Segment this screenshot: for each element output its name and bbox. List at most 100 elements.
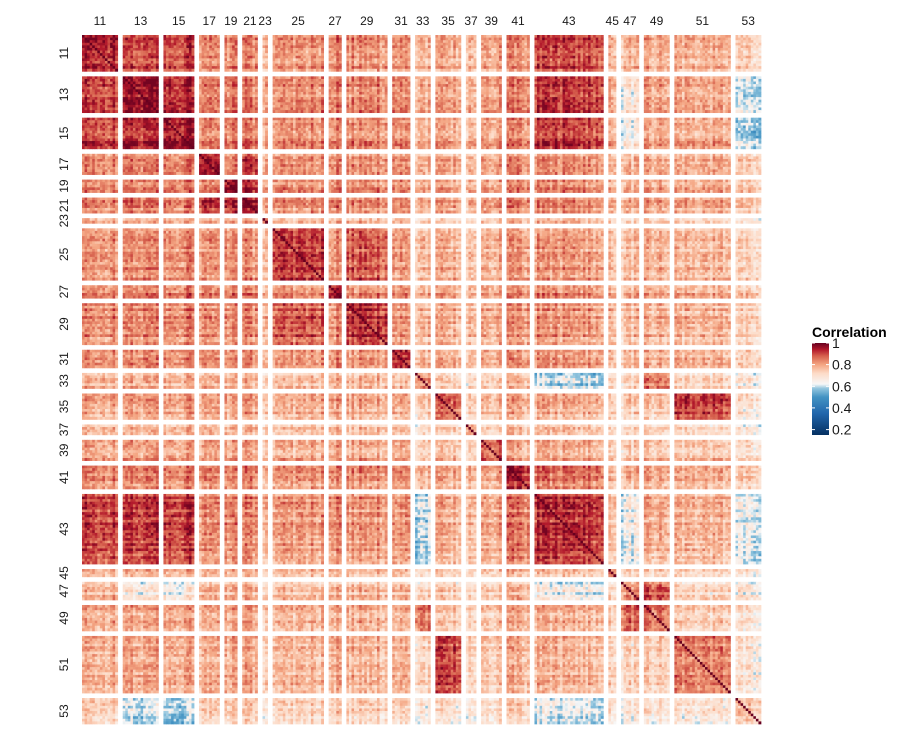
heatmap-cell bbox=[435, 47, 439, 51]
heatmap-cell bbox=[422, 47, 426, 51]
heatmap-cell bbox=[470, 91, 474, 95]
heatmap-cell bbox=[437, 66, 441, 70]
heatmap-cell bbox=[735, 60, 739, 64]
heatmap-cell bbox=[750, 50, 754, 54]
heatmap-cell bbox=[104, 91, 108, 95]
heatmap-cell bbox=[656, 37, 660, 41]
heatmap-cell bbox=[354, 63, 357, 67]
heatmap-cell bbox=[140, 47, 144, 51]
heatmap-cell bbox=[402, 60, 406, 64]
heatmap-cell bbox=[140, 78, 144, 82]
heatmap-cell bbox=[534, 45, 538, 49]
heatmap-cell bbox=[572, 91, 576, 95]
heatmap-cell bbox=[168, 55, 172, 59]
heatmap-cell bbox=[112, 81, 116, 85]
heatmap-cell bbox=[150, 94, 154, 98]
heatmap-cell bbox=[275, 76, 279, 80]
heatmap-cell bbox=[201, 47, 205, 51]
heatmap-cell bbox=[331, 66, 335, 70]
heatmap-cell bbox=[580, 53, 584, 57]
heatmap-cell bbox=[725, 68, 729, 72]
heatmap-cell bbox=[557, 58, 561, 62]
heatmap-cell bbox=[153, 78, 157, 82]
heatmap-cell bbox=[539, 86, 543, 90]
heatmap-cell bbox=[674, 50, 678, 54]
heatmap-cell bbox=[470, 53, 474, 57]
heatmap-cell bbox=[699, 35, 703, 38]
heatmap-cell bbox=[415, 35, 418, 38]
heatmap-cell bbox=[318, 81, 322, 85]
heatmap-cell bbox=[740, 66, 744, 70]
heatmap-cell bbox=[623, 76, 627, 80]
heatmap-cell bbox=[717, 78, 721, 82]
heatmap-cell bbox=[199, 37, 202, 41]
heatmap-cell bbox=[148, 47, 152, 51]
heatmap-cell bbox=[171, 89, 174, 93]
heatmap-cell bbox=[216, 84, 220, 88]
heatmap-cell bbox=[636, 86, 640, 90]
heatmap-cell bbox=[577, 81, 581, 85]
heatmap-cell bbox=[651, 45, 655, 49]
heatmap-cell bbox=[204, 76, 208, 80]
heatmap-cell bbox=[303, 58, 307, 62]
heatmap-cell bbox=[674, 78, 678, 82]
heatmap-cell bbox=[280, 47, 284, 51]
heatmap-cell bbox=[735, 53, 739, 57]
heatmap-cell bbox=[575, 53, 579, 57]
heatmap-cell bbox=[509, 89, 512, 93]
heatmap-cell bbox=[427, 40, 431, 44]
heatmap-cell bbox=[493, 66, 497, 70]
heatmap-cell bbox=[593, 91, 597, 95]
heatmap-cell bbox=[351, 86, 355, 90]
heatmap-cell bbox=[654, 55, 657, 59]
heatmap-cell bbox=[626, 53, 629, 57]
heatmap-cell bbox=[570, 58, 574, 62]
heatmap-cell bbox=[145, 97, 149, 101]
heatmap-cell bbox=[646, 42, 650, 46]
heatmap-cell bbox=[107, 55, 111, 59]
heatmap-cell bbox=[664, 53, 668, 57]
heatmap-cell bbox=[455, 47, 459, 51]
heatmap-cell bbox=[537, 50, 540, 54]
heatmap-cell bbox=[565, 60, 568, 64]
heatmap-cell bbox=[448, 37, 452, 41]
heatmap-cell bbox=[112, 45, 116, 49]
heatmap-cell bbox=[712, 94, 716, 98]
heatmap-cell bbox=[516, 89, 520, 93]
heatmap-cell bbox=[191, 37, 195, 41]
heatmap-cell bbox=[715, 86, 719, 90]
heatmap-cell bbox=[577, 60, 581, 64]
heatmap-cell bbox=[455, 94, 459, 98]
heatmap-cell bbox=[575, 91, 579, 95]
heatmap-cell bbox=[394, 53, 398, 57]
heatmap-cell bbox=[285, 66, 289, 70]
heatmap-cell bbox=[402, 91, 406, 95]
heatmap-cell bbox=[285, 94, 289, 98]
heatmap-cell bbox=[565, 35, 568, 38]
heatmap-cell bbox=[348, 68, 352, 72]
heatmap-cell bbox=[753, 91, 757, 95]
heatmap-cell bbox=[598, 35, 602, 38]
heatmap-cell bbox=[674, 47, 678, 51]
heatmap-cell bbox=[710, 81, 713, 85]
heatmap-cell bbox=[437, 60, 441, 64]
heatmap-cell bbox=[206, 94, 210, 98]
heatmap-cell bbox=[613, 58, 617, 62]
heatmap-cell bbox=[448, 53, 452, 57]
heatmap-cell bbox=[738, 68, 741, 72]
heatmap-cell bbox=[92, 91, 96, 95]
heatmap-cell bbox=[188, 78, 192, 82]
heatmap-cell bbox=[689, 42, 693, 46]
heatmap-cell bbox=[336, 81, 340, 85]
heatmap-cell bbox=[577, 50, 581, 54]
heatmap-cell bbox=[623, 66, 627, 70]
heatmap-cell bbox=[524, 45, 528, 49]
heatmap-cell bbox=[148, 63, 152, 67]
heatmap-cell bbox=[321, 89, 324, 93]
heatmap-cell bbox=[575, 86, 579, 90]
heatmap-cell bbox=[348, 53, 352, 57]
heatmap-cell bbox=[542, 53, 546, 57]
heatmap-cell bbox=[94, 35, 98, 38]
heatmap-cell bbox=[89, 91, 93, 95]
heatmap-cell bbox=[651, 81, 655, 85]
